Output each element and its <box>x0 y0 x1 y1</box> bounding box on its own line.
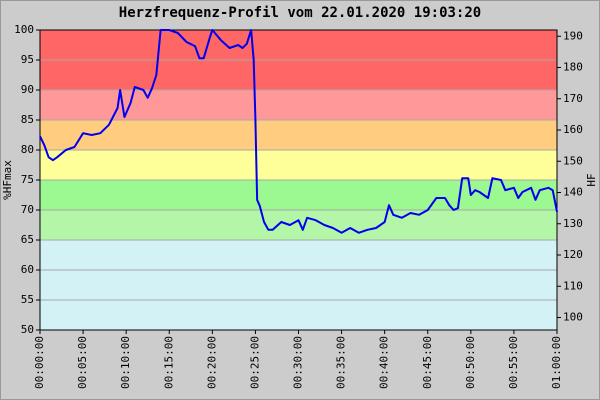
y-tick-label: 90 <box>21 83 34 96</box>
y2-tick-label: 100 <box>563 311 583 324</box>
x-tick-label: 00:10:00 <box>119 336 132 389</box>
y-tick-label: 100 <box>14 23 34 36</box>
data-line <box>39 29 558 234</box>
zone-band <box>40 210 557 240</box>
zone-band <box>40 240 557 330</box>
y2-tick-label: 170 <box>563 92 583 105</box>
y2-tick-label: 140 <box>563 186 583 199</box>
x-tick-label: 00:55:00 <box>507 336 520 389</box>
y-tick-label: 70 <box>21 203 34 216</box>
y2-tick-label: 130 <box>563 217 583 230</box>
x-tick-label: 00:40:00 <box>378 336 391 389</box>
y-tick-label: 95 <box>21 53 34 66</box>
y2-tick-label: 110 <box>563 279 583 292</box>
x-tick-label: 00:25:00 <box>248 336 261 389</box>
y-tick-label: 75 <box>21 173 34 186</box>
x-tick-label: 01:00:00 <box>550 336 563 389</box>
x-tick-label: 00:05:00 <box>76 336 89 389</box>
x-tick-label: 00:20:00 <box>205 336 218 389</box>
zone-band <box>40 180 557 210</box>
y-tick-label: 85 <box>21 113 34 126</box>
y-tick-label: 80 <box>21 143 34 156</box>
y2-tick-label: 150 <box>563 154 583 167</box>
y-tick-label: 65 <box>21 233 34 246</box>
x-tick-label: 00:35:00 <box>335 336 348 389</box>
y-tick-label: 60 <box>21 263 34 276</box>
zone-band <box>40 150 557 180</box>
y-tick-label: 50 <box>21 323 34 336</box>
y2-tick-label: 120 <box>563 248 583 261</box>
y2-tick-label: 180 <box>563 61 583 74</box>
y2-axis-label: HF <box>585 173 598 186</box>
chart-title: Herzfrequenz-Profil vom 22.01.2020 19:03… <box>119 5 481 21</box>
x-tick-label: 00:45:00 <box>421 336 434 389</box>
x-tick-label: 00:15:00 <box>162 336 175 389</box>
y-axis-label: %HFmax <box>1 160 14 200</box>
x-tick-label: 00:50:00 <box>464 336 477 389</box>
y2-tick-label: 190 <box>563 29 583 42</box>
y-tick-label: 55 <box>21 293 34 306</box>
plot-frame <box>39 29 558 331</box>
x-tick-label: 00:30:00 <box>292 336 305 389</box>
zone-band <box>40 120 557 150</box>
x-tick-label: 00:00:00 <box>33 336 46 389</box>
y2-tick-label: 160 <box>563 123 583 136</box>
